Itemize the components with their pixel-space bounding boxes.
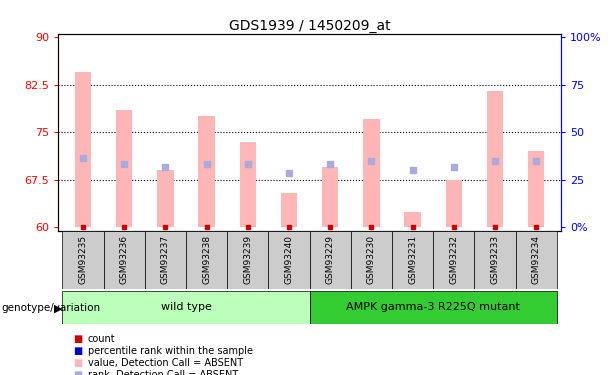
Bar [145, 231, 186, 289]
Text: ■: ■ [74, 334, 83, 344]
Bar [240, 142, 256, 228]
Bar [227, 231, 268, 289]
Bar [199, 116, 215, 228]
Bar [322, 167, 338, 228]
Text: percentile rank within the sample: percentile rank within the sample [88, 346, 253, 356]
Bar [528, 151, 544, 228]
Text: ■: ■ [74, 370, 83, 375]
Text: AMPK gamma-3 R225Q mutant: AMPK gamma-3 R225Q mutant [346, 303, 520, 312]
Bar [116, 110, 132, 228]
Bar [63, 291, 310, 324]
Bar [351, 231, 392, 289]
Text: GSM93232: GSM93232 [449, 235, 459, 284]
Bar [268, 231, 310, 289]
Bar [487, 91, 503, 228]
Text: ■: ■ [74, 346, 83, 356]
Bar [186, 231, 227, 289]
Text: rank, Detection Call = ABSENT: rank, Detection Call = ABSENT [88, 370, 238, 375]
Bar [446, 180, 462, 228]
Bar [310, 291, 557, 324]
Bar [104, 231, 145, 289]
Text: GSM93237: GSM93237 [161, 235, 170, 284]
Text: GSM93234: GSM93234 [531, 235, 541, 284]
Text: ▶: ▶ [54, 303, 63, 313]
Bar [433, 231, 474, 289]
Text: GSM93230: GSM93230 [367, 235, 376, 284]
Text: value, Detection Call = ABSENT: value, Detection Call = ABSENT [88, 358, 243, 368]
Bar [392, 231, 433, 289]
Text: GSM93239: GSM93239 [243, 235, 253, 284]
Text: GSM93229: GSM93229 [326, 235, 335, 284]
Bar [75, 72, 91, 228]
Text: ■: ■ [74, 358, 83, 368]
Text: GSM93238: GSM93238 [202, 235, 211, 284]
Text: genotype/variation: genotype/variation [2, 303, 101, 313]
Text: GSM93231: GSM93231 [408, 235, 417, 284]
Text: count: count [88, 334, 115, 344]
Bar [281, 192, 297, 228]
Bar [157, 170, 173, 228]
Text: GSM93236: GSM93236 [120, 235, 129, 284]
Text: wild type: wild type [161, 303, 211, 312]
Title: GDS1939 / 1450209_at: GDS1939 / 1450209_at [229, 19, 390, 33]
Bar [516, 231, 557, 289]
Bar [363, 120, 379, 228]
Text: GSM93235: GSM93235 [78, 235, 88, 284]
Bar [405, 211, 421, 228]
Bar [474, 231, 516, 289]
Text: GSM93240: GSM93240 [284, 235, 294, 284]
Bar [310, 231, 351, 289]
Bar [63, 231, 104, 289]
Text: GSM93233: GSM93233 [490, 235, 500, 284]
